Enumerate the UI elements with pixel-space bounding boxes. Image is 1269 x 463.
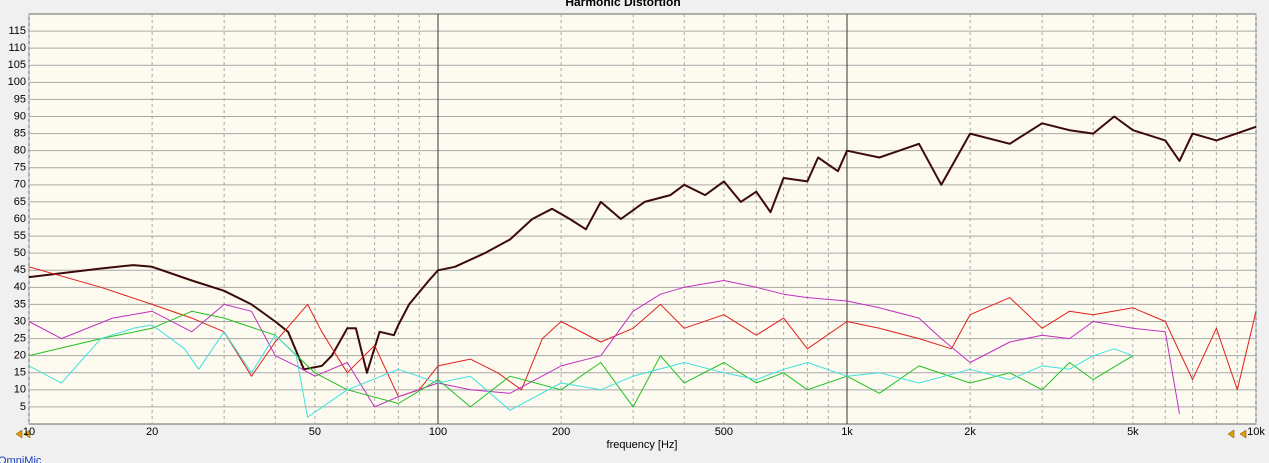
y-tick-label: 75 xyxy=(14,162,26,174)
y-tick-label: 115 xyxy=(8,25,26,37)
series-line xyxy=(29,266,1256,398)
y-tick-label: 15 xyxy=(14,367,26,379)
y-tick-label: 85 xyxy=(14,127,26,139)
x-tick-label: 10k xyxy=(1247,426,1265,438)
footer: OmniMic xyxy=(0,455,42,463)
y-tick-label: 65 xyxy=(14,196,26,208)
y-tick-label: 90 xyxy=(14,110,26,122)
series-line xyxy=(29,115,1256,374)
x-tick-label: 200 xyxy=(552,426,570,438)
y-tick-label: 5 xyxy=(20,401,26,413)
y-tick-label: 110 xyxy=(8,42,26,54)
y-tick-label: 25 xyxy=(14,332,26,344)
x-tick-label: 1k xyxy=(841,426,853,438)
x-tick-label: 500 xyxy=(715,426,733,438)
y-tick-label: 100 xyxy=(8,76,26,88)
x-tick-label: 5k xyxy=(1127,426,1139,438)
y-tick-label: 55 xyxy=(14,230,26,242)
chart-title: Harmonic Distortion xyxy=(565,0,680,9)
y-tick-label: 60 xyxy=(14,213,26,225)
y-tick-label: 10 xyxy=(14,384,26,396)
series-line xyxy=(29,324,1134,418)
y-tick-label: 50 xyxy=(14,247,26,259)
y-tick-label: 20 xyxy=(14,350,26,362)
y-tick-label: 70 xyxy=(14,179,26,191)
y-tick-label: 35 xyxy=(14,298,26,310)
y-tick-label: 45 xyxy=(14,264,26,276)
x-tick-label: 100 xyxy=(429,426,447,438)
y-tick-label: 40 xyxy=(14,281,26,293)
x-tick-label: 20 xyxy=(146,426,158,438)
y-tick-label: 105 xyxy=(8,59,26,71)
x-tick-label: 2k xyxy=(964,426,976,438)
y-tick-label: 80 xyxy=(14,145,26,157)
series-line xyxy=(29,280,1180,414)
scroll-right-icon[interactable] xyxy=(1227,429,1247,439)
x-tick-label: 10 xyxy=(23,426,35,438)
x-tick-label: 50 xyxy=(309,426,321,438)
series-line xyxy=(29,310,1134,408)
scroll-left-icon[interactable] xyxy=(15,429,31,439)
y-tick-label: 95 xyxy=(14,93,26,105)
y-tick-label: 30 xyxy=(14,315,26,327)
x-axis-label: frequency [Hz] xyxy=(607,439,678,451)
